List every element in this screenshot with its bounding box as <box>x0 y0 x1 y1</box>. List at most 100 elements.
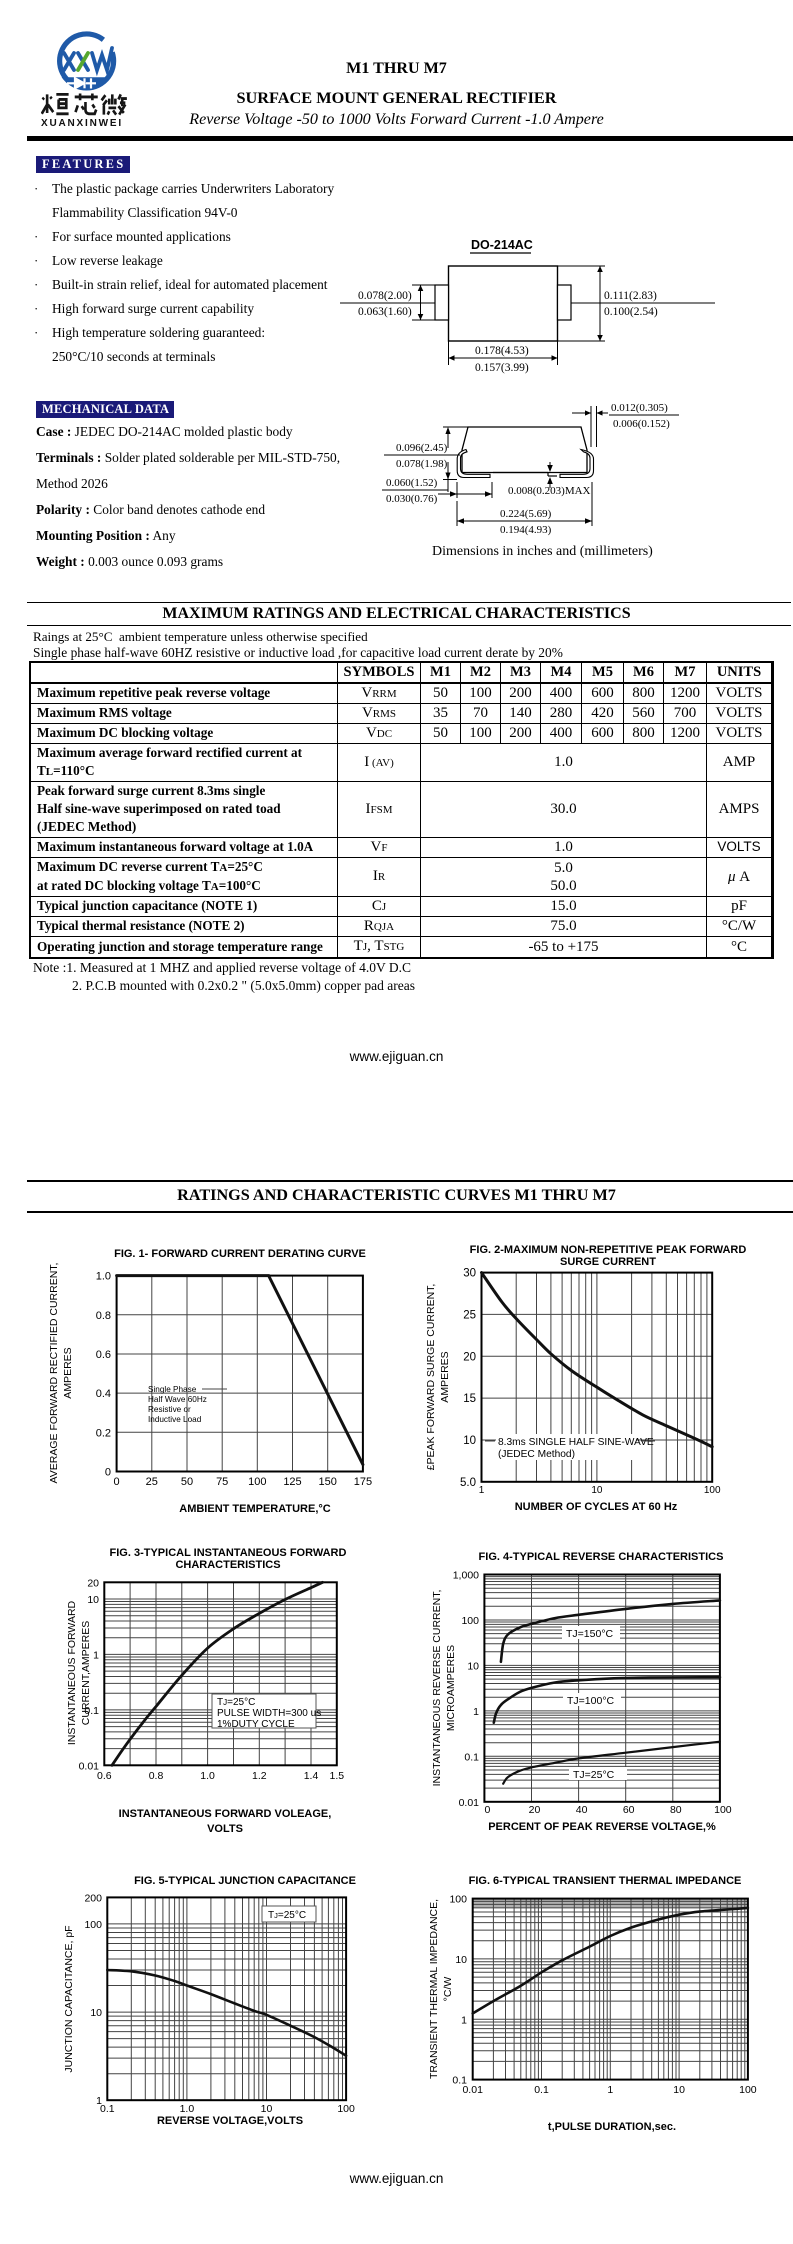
svg-text:100: 100 <box>248 1476 266 1488</box>
svg-text:0.1: 0.1 <box>84 1705 99 1717</box>
svg-text:0.1: 0.1 <box>534 2084 549 2096</box>
svg-text:TJ=100°C: TJ=100°C <box>567 1695 615 1707</box>
svg-text:NUMBER OF CYCLES AT 60 Hz: NUMBER OF CYCLES AT 60 Hz <box>515 1501 678 1513</box>
svg-text:8.3ms SINGLE HALF SINE-WAVE: 8.3ms SINGLE HALF SINE-WAVE <box>498 1437 654 1448</box>
svg-text:50: 50 <box>181 1476 193 1488</box>
svg-text:£PEAK FORWARD SURGE CURRENT,: £PEAK FORWARD SURGE CURRENT, <box>425 1284 437 1471</box>
svg-text:TJ=25°C: TJ=25°C <box>268 1910 306 1921</box>
svg-text:0.8: 0.8 <box>149 1770 164 1782</box>
svg-text:TJ=25°C: TJ=25°C <box>573 1769 615 1781</box>
svg-text:AMPERES: AMPERES <box>439 1351 451 1402</box>
svg-text:10: 10 <box>261 2103 273 2115</box>
svg-text:FIG. 4-TYPICAL REVERSE CHARACT: FIG. 4-TYPICAL REVERSE CHARACTERISTICS <box>479 1551 724 1563</box>
svg-text:0.111(2.83): 0.111(2.83) <box>604 290 657 302</box>
svg-text:Resistive or: Resistive or <box>148 1405 191 1414</box>
svg-text:80: 80 <box>670 1804 682 1816</box>
svg-text:0.100(2.54): 0.100(2.54) <box>604 306 658 318</box>
svg-text:200: 200 <box>84 1892 102 1904</box>
svg-text:125: 125 <box>283 1476 301 1488</box>
svg-text:0.01: 0.01 <box>79 1760 100 1772</box>
svg-text:0.1: 0.1 <box>464 1751 479 1763</box>
svg-text:1: 1 <box>93 1649 99 1661</box>
svg-text:1.2: 1.2 <box>252 1770 267 1782</box>
svg-text:0: 0 <box>114 1476 120 1488</box>
svg-text:CURRENT,AMPERES: CURRENT,AMPERES <box>80 1621 92 1725</box>
svg-text:VOLTS: VOLTS <box>207 1823 243 1835</box>
svg-text:1%DUTY CYCLE: 1%DUTY CYCLE <box>217 1719 295 1730</box>
svg-text:0.012(0.305): 0.012(0.305) <box>611 402 668 414</box>
svg-text:FIG. 6-TYPICAL TRANSIENT THERM: FIG. 6-TYPICAL TRANSIENT THERMAL IMPEDAN… <box>469 1875 742 1887</box>
svg-text:0.01: 0.01 <box>459 1797 480 1809</box>
svg-text:0.078(1.98): 0.078(1.98) <box>396 458 448 470</box>
svg-text:0.1: 0.1 <box>452 2075 467 2087</box>
svg-text:0.2: 0.2 <box>96 1427 111 1439</box>
svg-text:1.5: 1.5 <box>329 1770 344 1782</box>
svg-text:Inductive Load: Inductive Load <box>148 1415 202 1424</box>
svg-text:10: 10 <box>673 2084 685 2096</box>
svg-text:100: 100 <box>449 1894 467 1906</box>
svg-text:40: 40 <box>576 1804 588 1816</box>
svg-text:CHARACTERISTICS: CHARACTERISTICS <box>175 1559 280 1571</box>
svg-text:0.157(3.99): 0.157(3.99) <box>475 362 529 374</box>
svg-text:100: 100 <box>337 2103 355 2115</box>
svg-text:AVERAGE FORWARD RECTIFIED CURR: AVERAGE FORWARD RECTIFIED CURRENT, <box>48 1263 60 1484</box>
svg-text:0.1: 0.1 <box>100 2103 115 2115</box>
svg-text:30: 30 <box>463 1268 476 1280</box>
svg-text:100: 100 <box>461 1615 479 1627</box>
svg-text:60: 60 <box>623 1804 635 1816</box>
svg-text:Dimensions in inches and (mill: Dimensions in inches and (millimeters) <box>432 544 653 559</box>
svg-text:10: 10 <box>591 1485 603 1496</box>
svg-text:°C/W: °C/W <box>442 1977 454 2002</box>
svg-text:10: 10 <box>455 1954 467 1966</box>
svg-text:100: 100 <box>704 1485 721 1496</box>
svg-text:1.4: 1.4 <box>304 1770 319 1782</box>
svg-text:REVERSE VOLTAGE,VOLTS: REVERSE VOLTAGE,VOLTS <box>157 2115 303 2127</box>
svg-text:0.6: 0.6 <box>96 1349 111 1361</box>
svg-text:0.060(1.52): 0.060(1.52) <box>386 477 438 489</box>
svg-text:AMPERES: AMPERES <box>62 1347 74 1398</box>
svg-text:Half Wave 60Hz: Half Wave 60Hz <box>148 1395 207 1404</box>
svg-text:0.4: 0.4 <box>96 1388 111 1400</box>
svg-text:10: 10 <box>90 2007 102 2019</box>
svg-text:FIG. 5-TYPICAL JUNCTION CAPACI: FIG. 5-TYPICAL JUNCTION CAPACITANCE <box>134 1875 356 1887</box>
svg-text:TJ=25°C: TJ=25°C <box>217 1697 255 1708</box>
svg-text:Single Phase: Single Phase <box>148 1385 197 1394</box>
svg-text:100: 100 <box>84 1919 102 1931</box>
svg-text:0.8: 0.8 <box>96 1310 111 1322</box>
svg-text:FIG. 2-MAXIMUM NON-REPETITIVE: FIG. 2-MAXIMUM NON-REPETITIVE PEAK FORWA… <box>470 1244 747 1256</box>
svg-text:1: 1 <box>96 2095 102 2107</box>
svg-text:0.224(5.69): 0.224(5.69) <box>500 508 552 520</box>
svg-text:INSTANTANEOUS FORWARD: INSTANTANEOUS FORWARD <box>66 1600 78 1745</box>
svg-text:0: 0 <box>105 1467 111 1479</box>
svg-text:DO-214AC: DO-214AC <box>471 238 533 252</box>
svg-text:0.078(2.00): 0.078(2.00) <box>358 290 412 302</box>
svg-text:AMBIENT TEMPERATURE,°C: AMBIENT TEMPERATURE,°C <box>179 1503 331 1515</box>
svg-text:JUNCTION CAPACITANCE, pF: JUNCTION CAPACITANCE, pF <box>63 1925 75 2072</box>
svg-text:5.0: 5.0 <box>460 1477 476 1489</box>
svg-text:1: 1 <box>461 2014 467 2026</box>
svg-text:1: 1 <box>479 1485 485 1496</box>
svg-text:1: 1 <box>473 1706 479 1718</box>
svg-text:20: 20 <box>463 1351 476 1363</box>
svg-text:0.030(0.76): 0.030(0.76) <box>386 493 438 505</box>
svg-text:PERCENT OF PEAK REVERSE VOLTAG: PERCENT OF PEAK REVERSE VOLTAGE,% <box>488 1821 716 1833</box>
svg-text:TRANSIENT THERMAL IMPEDANCE,: TRANSIENT THERMAL IMPEDANCE, <box>428 1899 440 2079</box>
svg-text:TJ=150°C: TJ=150°C <box>566 1628 614 1640</box>
svg-text:1.0: 1.0 <box>96 1271 111 1283</box>
svg-text:0.6: 0.6 <box>97 1770 112 1782</box>
svg-text:175: 175 <box>354 1476 372 1488</box>
svg-text:150: 150 <box>319 1476 337 1488</box>
svg-text:100: 100 <box>739 2084 757 2096</box>
svg-text:0.01: 0.01 <box>462 2084 483 2096</box>
svg-text:10: 10 <box>467 1660 479 1672</box>
svg-text:10: 10 <box>87 1594 99 1606</box>
svg-text:25: 25 <box>463 1309 476 1321</box>
svg-text:(JEDEC Method): (JEDEC Method) <box>498 1449 575 1460</box>
svg-text:SURGE CURRENT: SURGE CURRENT <box>560 1256 656 1268</box>
svg-text:FIG. 1- FORWARD CURRENT DERATI: FIG. 1- FORWARD CURRENT DERATING CURVE <box>114 1248 366 1260</box>
svg-text:1,000: 1,000 <box>453 1570 479 1582</box>
svg-text:1: 1 <box>607 2084 613 2096</box>
svg-text:20: 20 <box>87 1577 99 1589</box>
svg-text:20: 20 <box>529 1804 541 1816</box>
svg-text:INSTANTANEOUS REVERSE CURRENT,: INSTANTANEOUS REVERSE CURRENT, <box>431 1590 443 1787</box>
